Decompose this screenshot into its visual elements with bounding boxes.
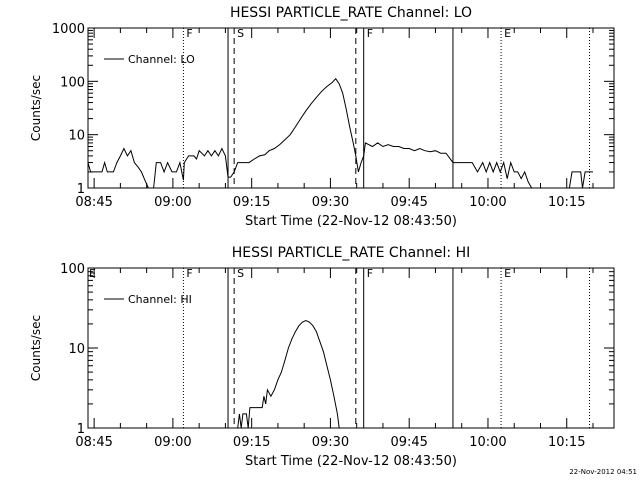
lo-x-tick-label: 08:45 [75, 195, 112, 210]
lo-marker-label: F [186, 27, 192, 40]
hi-y-tick-label: 100 [60, 262, 85, 277]
hi-chart-title: HESSI PARTICLE_RATE Channel: HI [232, 245, 470, 261]
hi-x-axis-label: Start Time (22-Nov-12 08:43:50) [245, 454, 457, 469]
hi-x-tick-label: 08:45 [75, 435, 112, 450]
hi-x-tick-label: 09:00 [154, 435, 191, 450]
lo-channel-panel: HESSI PARTICLE_RATE Channel: LO Start Ti… [29, 5, 615, 229]
lo-legend-label: Channel: LO [128, 53, 195, 66]
hi-marker-label: S [237, 267, 244, 280]
lo-x-tick-label: 09:30 [312, 195, 349, 210]
hi-marker-label: E [89, 267, 96, 280]
lo-series-line [87, 77, 593, 189]
hi-x-tick-label: 10:15 [548, 435, 585, 450]
hi-y-axis-label: Counts/sec [29, 315, 43, 381]
lo-chart-title: HESSI PARTICLE_RATE Channel: LO [230, 5, 472, 21]
lo-x-tick-label: 09:45 [390, 195, 427, 210]
lo-y-tick-label: 1000 [52, 22, 85, 37]
lo-marker-label: E [504, 27, 511, 40]
lo-y-tick-label: 10 [68, 129, 85, 144]
hi-y-tick-label: 1 [77, 422, 85, 437]
hi-x-tick-label: 09:15 [233, 435, 270, 450]
lo-y-axis-label: Counts/sec [29, 75, 43, 141]
hi-plot-frame [87, 267, 615, 429]
lo-x-tick-label: 09:00 [154, 195, 191, 210]
hi-series-line [237, 320, 340, 429]
hi-marker-label: E [504, 267, 511, 280]
hi-x-tick-label: 09:45 [390, 435, 427, 450]
lo-marker-label: S [237, 27, 244, 40]
lo-plot-frame [87, 27, 615, 189]
footer-timestamp: 22-Nov-2012 04:51 [569, 468, 637, 476]
hi-x-tick-label: 10:00 [469, 435, 506, 450]
hi-x-tick-label: 09:30 [312, 435, 349, 450]
hi-marker-label: F [186, 267, 192, 280]
lo-x-tick-label: 09:15 [233, 195, 270, 210]
lo-y-tick-label: 1 [77, 182, 85, 197]
hi-legend-label: Channel: HI [128, 293, 192, 306]
hi-channel-panel: HESSI PARTICLE_RATE Channel: HI Start Ti… [29, 245, 615, 469]
lo-x-tick-label: 10:00 [469, 195, 506, 210]
lo-marker-label: F [367, 27, 373, 40]
hi-y-tick-label: 10 [68, 342, 85, 357]
lo-y-tick-label: 100 [60, 75, 85, 90]
lo-x-axis-label: Start Time (22-Nov-12 08:43:50) [245, 214, 457, 229]
lo-x-tick-label: 10:15 [548, 195, 585, 210]
hi-marker-label: F [367, 267, 373, 280]
